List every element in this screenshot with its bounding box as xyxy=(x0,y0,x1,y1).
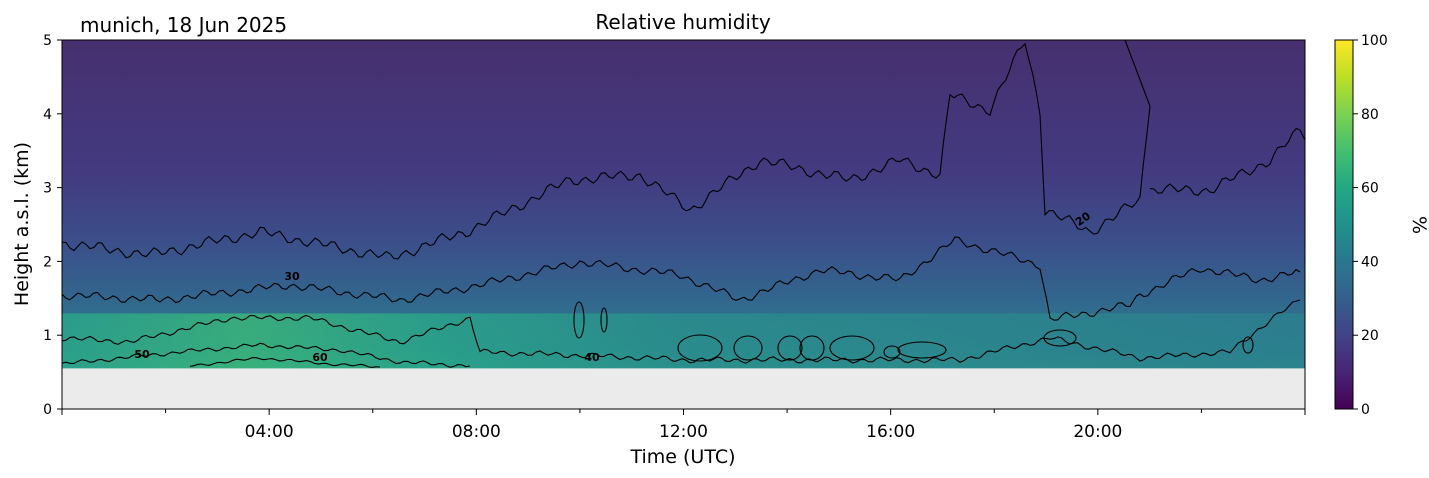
y-tick-label: 5 xyxy=(43,33,52,49)
colorbar-ticks: 0 20 40 60 80 100 xyxy=(1353,33,1388,418)
colorbar-tick-label: 60 xyxy=(1361,181,1379,197)
contour-40-island xyxy=(733,335,763,361)
x-tick-label: 12:00 xyxy=(659,422,708,442)
humidity-field xyxy=(62,40,1305,409)
colorbar-tick-label: 0 xyxy=(1361,402,1370,418)
contour-20 xyxy=(62,40,1151,260)
contour-40-island xyxy=(1242,336,1254,354)
contour-label-50: 50 xyxy=(134,348,150,361)
y-tick-label: 1 xyxy=(43,328,52,344)
y-tick-label: 3 xyxy=(43,181,52,197)
humidity-contours xyxy=(62,40,1305,368)
y-tick-label: 0 xyxy=(43,402,52,418)
contour-50 xyxy=(62,342,471,368)
contour-40-island xyxy=(600,307,608,333)
contour-60 xyxy=(189,357,381,368)
chart-title: Relative humidity xyxy=(595,10,770,34)
colorbar-gradient xyxy=(1334,39,1354,410)
y-tick-label: 4 xyxy=(43,107,52,123)
contour-40-island xyxy=(1043,329,1077,347)
colorbar-tick-label: 20 xyxy=(1361,328,1379,344)
contour-40-island xyxy=(677,334,723,362)
contour-40-island xyxy=(799,335,825,361)
x-axis: 04:00 08:00 12:00 16:00 20:00 xyxy=(61,409,1306,442)
contour-label-30: 30 xyxy=(284,270,300,283)
x-tick-label: 16:00 xyxy=(866,422,915,442)
x-axis-label: Time (UTC) xyxy=(629,446,735,468)
y-axis-label: Height a.s.l. (km) xyxy=(11,142,33,306)
contour-40-island xyxy=(897,341,947,359)
contour-40 xyxy=(62,299,1301,364)
colorbar: 0 20 40 60 80 100 % xyxy=(1334,33,1429,418)
site-date-label: munich, 18 Jun 2025 xyxy=(80,13,288,37)
y-axis: 0 1 2 3 4 5 xyxy=(43,33,62,418)
contour-label-40: 40 xyxy=(584,351,600,364)
colorbar-label: % xyxy=(1408,216,1429,234)
contour-40-island xyxy=(829,335,875,361)
x-tick-label: 08:00 xyxy=(452,422,501,442)
colorbar-tick-label: 100 xyxy=(1361,33,1388,49)
colorbar-tick-label: 80 xyxy=(1361,107,1379,123)
contour-40-island xyxy=(883,345,901,359)
no-data-region xyxy=(62,368,1305,409)
contour-label-60: 60 xyxy=(312,351,328,364)
contour-40-island xyxy=(573,301,585,339)
contour-30 xyxy=(62,236,1301,321)
contour-20-east xyxy=(1149,127,1305,197)
x-tick-label: 20:00 xyxy=(1073,422,1122,442)
x-tick-label: 04:00 xyxy=(245,422,294,442)
contour-40-island xyxy=(777,335,803,361)
colorbar-tick-label: 40 xyxy=(1361,254,1379,270)
y-tick-label: 2 xyxy=(43,254,52,270)
moist-boundary-layer xyxy=(62,313,1305,369)
